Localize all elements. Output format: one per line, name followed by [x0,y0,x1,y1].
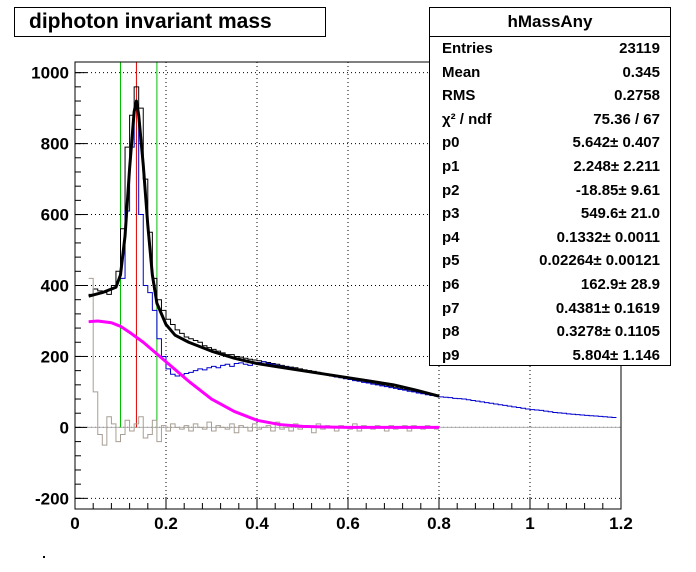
stats-value: 162.9± 28.9 [580,275,660,293]
stats-label: p8 [442,323,460,341]
stats-row: p2 -18.85± 9.61 [430,179,670,203]
y-tick-label: 200 [41,347,69,366]
stats-label: χ² / ndf [442,110,492,128]
x-tick-label: 0.6 [336,514,360,533]
stats-value: 0.4381± 0.1619 [555,299,660,317]
stray-dot [43,556,45,558]
x-tick-label: 0.8 [427,514,451,533]
blue-histogram [120,107,617,418]
stats-row: p7 0.4381± 0.1619 [430,297,670,321]
stats-row: p5 0.02264± 0.00121 [430,249,670,273]
chart-title: diphoton invariant mass [14,7,326,37]
stats-row: p4 0.1332± 0.0011 [430,226,670,250]
stats-row: p9 5.804± 1.146 [430,344,670,368]
y-tick-label: 800 [41,135,69,154]
stats-label: Entries [442,40,493,57]
x-tick-label: 0 [70,514,79,533]
stats-value: 0.3278± 0.1105 [556,323,660,341]
y-tick-label: 0 [60,418,69,437]
stats-row: RMS 0.2758 [430,84,670,108]
y-tick-label: 600 [41,206,69,225]
black-fit-line [88,99,440,398]
x-tick-label: 0.4 [245,514,269,533]
stats-row: Entries 23119 [430,37,670,61]
x-tick-label: 1.2 [609,514,633,533]
series-layer [88,86,617,446]
stats-label: p2 [442,181,460,199]
stats-value: 549.6± 21.0 [580,205,660,223]
magenta-background-line [88,319,439,429]
stats-label: p0 [442,134,460,152]
stats-label: p9 [442,346,460,364]
stats-row: χ² / ndf 75.36 / 67 [430,108,670,132]
y-tick-label: 1000 [31,64,69,83]
stats-rows: Entries 23119 Mean 0.345 RMS 0.2758 χ² / ndf 75… [430,37,670,367]
stats-value: 23119 [619,40,660,57]
stats-row: p3 549.6± 21.0 [430,202,670,226]
stats-value: 2.248± 2.211 [573,157,660,175]
stats-label: p3 [442,205,460,223]
x-tick-label: 1 [525,514,534,533]
stats-row: p6 162.9± 28.9 [430,273,670,297]
stats-row: p0 5.642± 0.407 [430,131,670,155]
stats-row: p8 0.3278± 0.1105 [430,320,670,344]
stats-row: Mean 0.345 [430,61,670,85]
stats-title: hMassAny [430,8,670,37]
stats-value: -18.85± 9.61 [575,181,660,199]
stats-value: 0.2758 [614,87,660,105]
x-tick-label: 0.2 [154,514,178,533]
stats-value: 5.642± 0.407 [572,134,660,152]
y-tick-label: 400 [41,277,69,296]
stats-box: hMassAny Entries 23119 Mean 0.345 RMS 0.2758 χ… [429,7,671,366]
stats-label: RMS [442,87,476,105]
y-tick-label: -200 [35,489,69,508]
stats-label: Mean [442,63,481,81]
stats-label: p6 [442,275,460,293]
stats-value: 0.02264± 0.00121 [539,252,660,270]
stats-value: 0.1332± 0.0011 [556,228,660,246]
stats-label: p1 [442,157,460,175]
stats-row: p1 2.248± 2.211 [430,155,670,179]
stats-label: p5 [442,252,460,270]
stats-label: p7 [442,299,460,317]
stats-label: p4 [442,228,460,246]
stats-value: 5.804± 1.146 [572,346,660,364]
stats-value: 0.345 [622,63,660,81]
stats-value: 75.36 / 67 [593,110,660,128]
